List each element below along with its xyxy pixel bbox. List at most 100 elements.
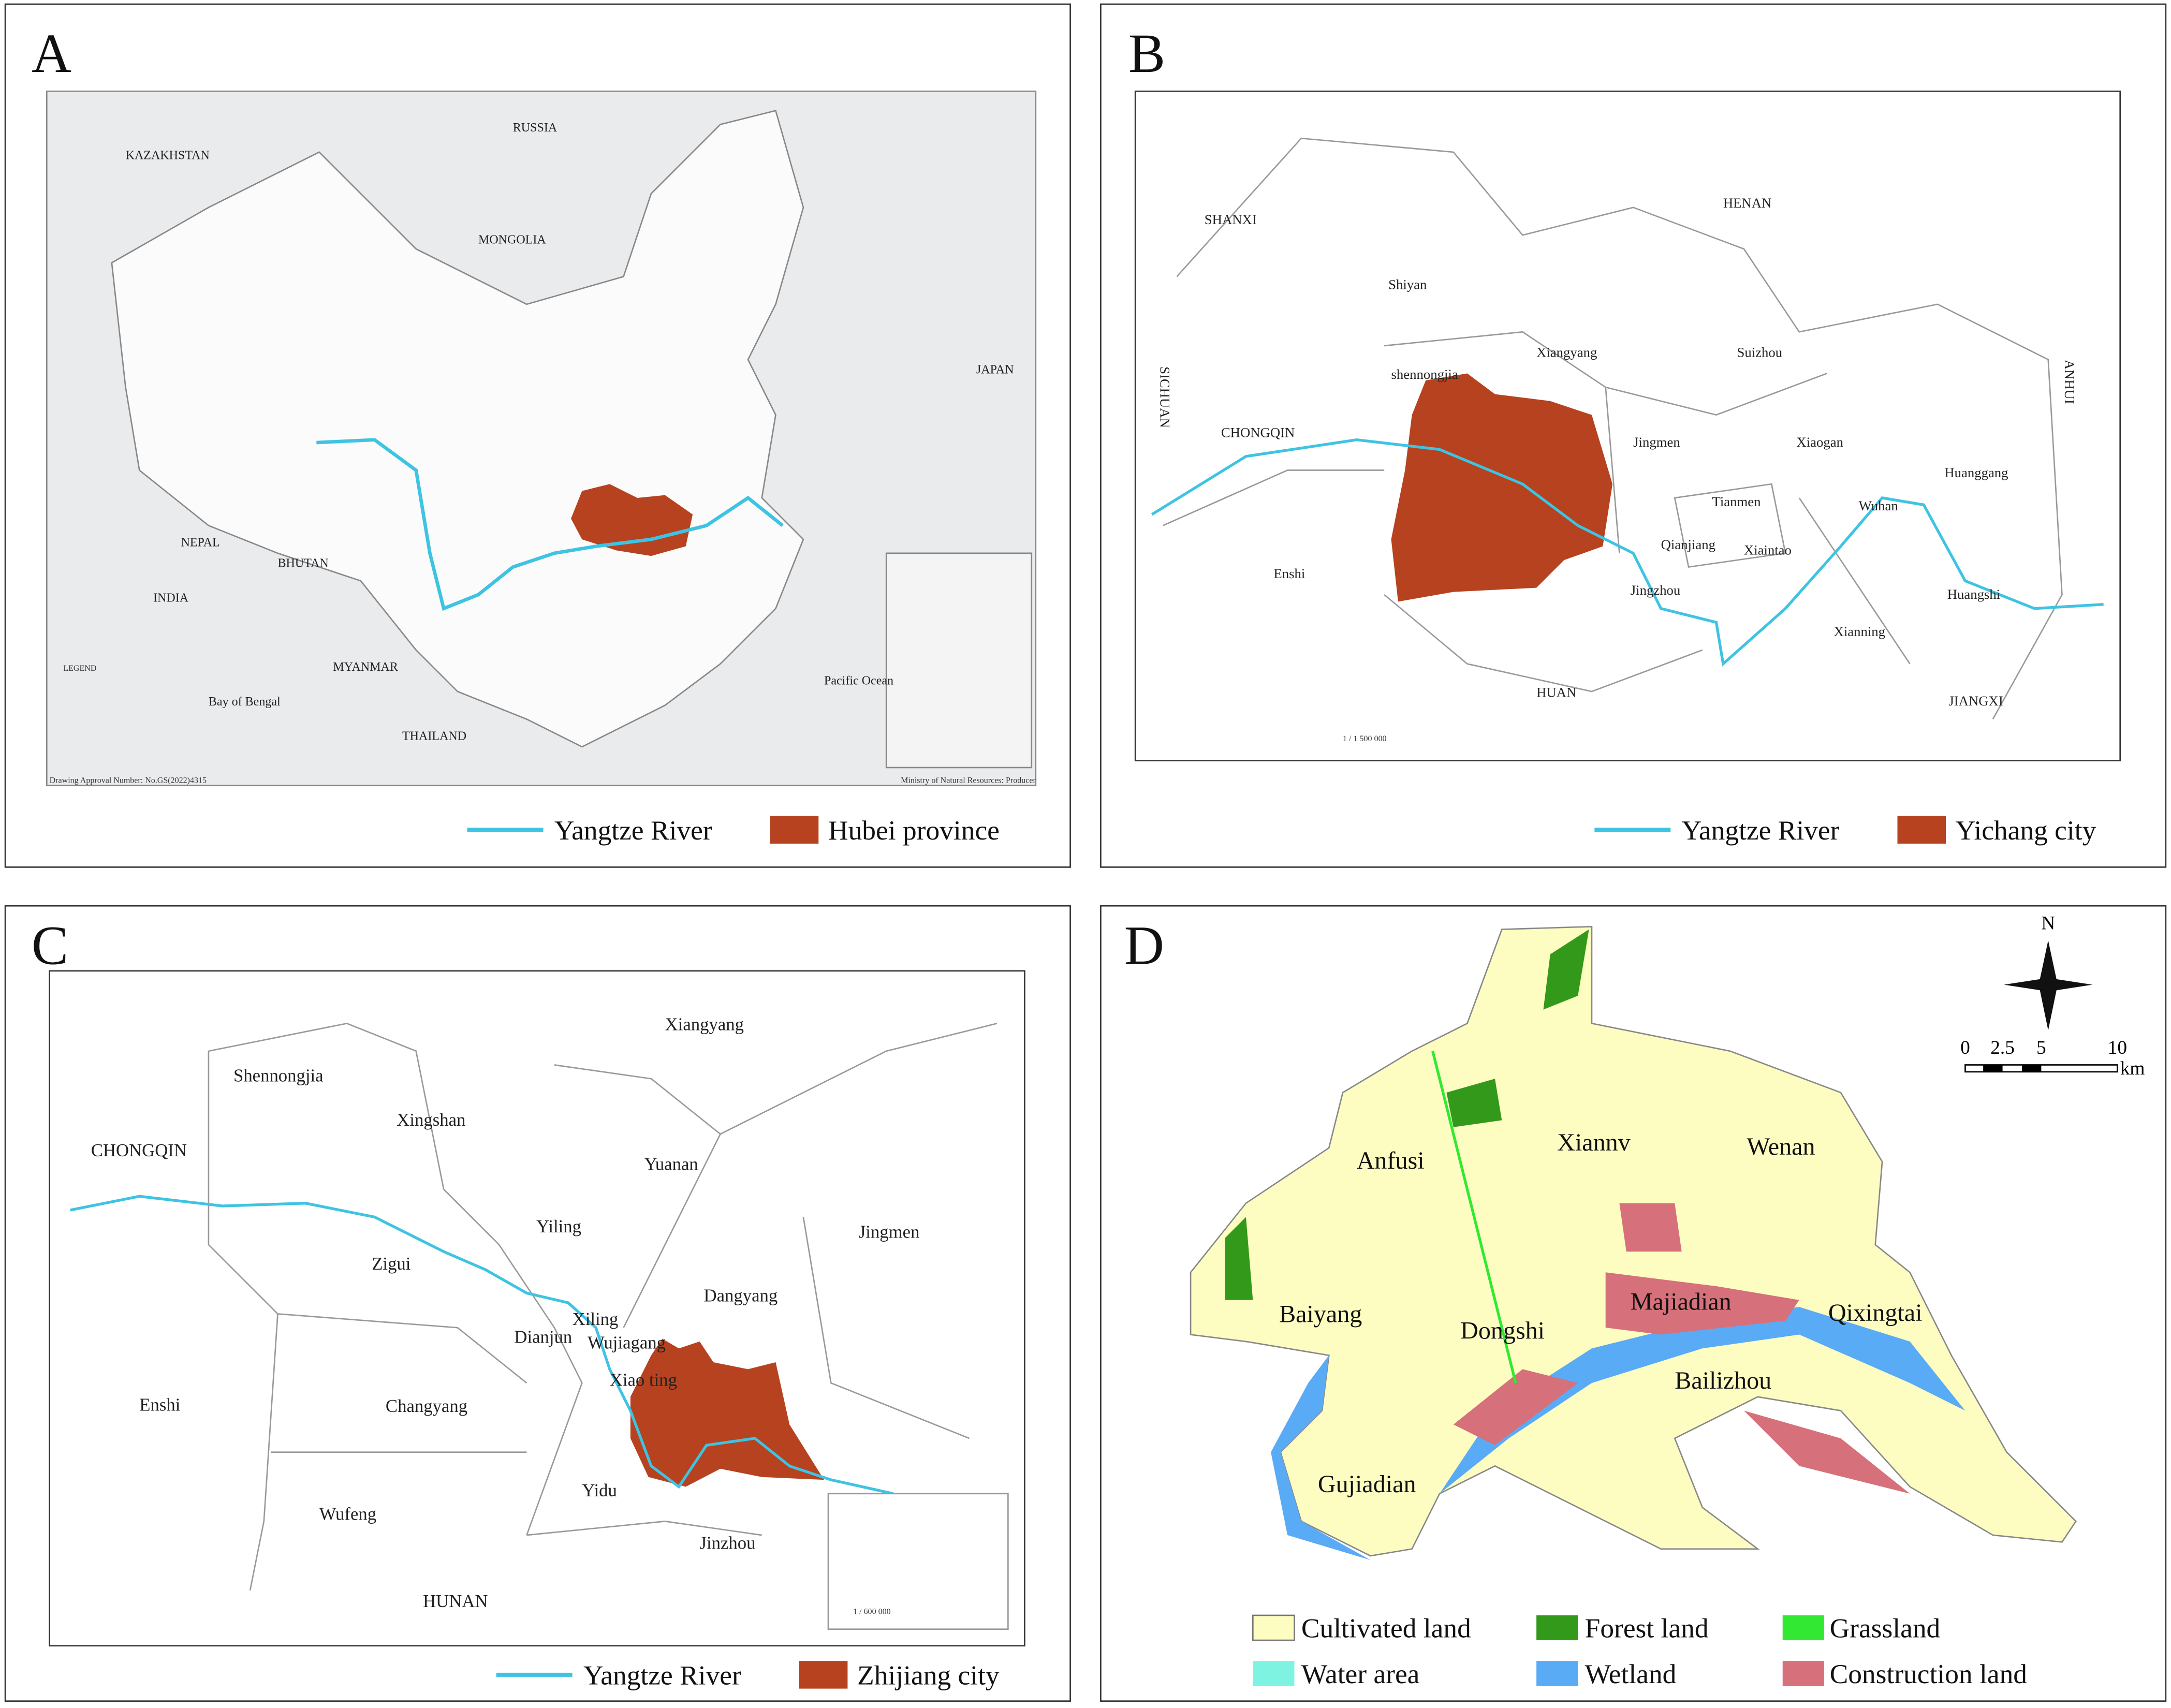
map-label: Shiyan (1388, 276, 1427, 292)
map-label: Wenan (1747, 1133, 1815, 1160)
map-label: Bay of Bengal (209, 695, 281, 709)
legend-swatch (1782, 1661, 1824, 1686)
panel-b: SHANXI HENAN SICHUAN ANHUI Shiyan Xiangy… (1100, 3, 2167, 868)
north-label: N (2041, 913, 2055, 934)
panel-a: RUSSIA KAZAKHSTAN MONGOLIA INDIA NEPAL B… (4, 3, 1071, 868)
map-label: Bailizhou (1675, 1367, 1771, 1394)
map-label: Anfusi (1357, 1147, 1425, 1174)
panel-letter: A (32, 23, 71, 84)
legend-swatch (1536, 1661, 1578, 1686)
map-label: Suizhou (1737, 344, 1783, 360)
legend-label: Cultivated land (1301, 1613, 1471, 1644)
map-label: Yuanan (644, 1154, 698, 1174)
legend-label: Yangtze River (1682, 815, 1840, 846)
map-label: HENAN (1723, 195, 1772, 211)
map-label: INDIA (153, 591, 189, 605)
inset (885, 552, 1033, 769)
map-label: Enshi (139, 1395, 180, 1415)
scale-tick: 10 (2108, 1037, 2127, 1058)
map-frame (1134, 91, 2121, 761)
map-label: Dianjun (514, 1327, 572, 1347)
map-label: HUAN (1536, 685, 1576, 700)
map-label: Majiadian (1631, 1288, 1732, 1315)
map-label: SHANXI (1205, 212, 1257, 227)
map-label: Xiling (573, 1309, 619, 1329)
zhijiang-shape (630, 1338, 824, 1487)
legend-swatch (799, 1661, 848, 1689)
scale-bar (1983, 1065, 2003, 1072)
legend-swatch (1536, 1615, 1578, 1641)
wetland (1271, 1355, 1371, 1560)
map-label: Xiannv (1557, 1129, 1631, 1156)
map-label: Xiangyang (1536, 344, 1597, 360)
map-label: Wufeng (319, 1504, 376, 1524)
map-label: ANHUI (2062, 360, 2077, 404)
legend-swatch (770, 816, 819, 844)
panel-letter: D (1124, 915, 1164, 976)
scale-unit: km (2120, 1058, 2145, 1079)
map-label: CHONGQIN (91, 1140, 187, 1160)
map-label: Huanggang (1944, 465, 2008, 480)
map-label: MYANMAR (333, 660, 398, 674)
map-label: Pacific Ocean (824, 674, 893, 688)
panel-border (1100, 3, 2167, 868)
footnote: Ministry of Natural Resources: Producer (901, 776, 1036, 785)
legend-swatch (1782, 1615, 1824, 1641)
compass (2004, 940, 2093, 1030)
map-label: Wujiagang (588, 1332, 666, 1352)
map-label: SICHUAN (1157, 366, 1172, 428)
scale-text: 1 / 600 000 (853, 1607, 891, 1616)
legend-label: Zhijiang city (857, 1660, 1000, 1691)
legend-label: Forest land (1585, 1613, 1709, 1644)
china-outline (111, 110, 804, 748)
legend-swatch (1252, 1614, 1295, 1641)
scale-text: 1 / 1 500 000 (1343, 734, 1387, 743)
map-label: Gujiadian (1318, 1470, 1416, 1498)
scale-tick: 0 (1960, 1037, 1970, 1058)
boundaries (208, 1022, 998, 1591)
map-label: Dangyang (704, 1285, 778, 1305)
map-label: Xiao ting (610, 1370, 677, 1390)
panel-letter: C (32, 915, 68, 976)
map-label: Yiling (536, 1216, 581, 1236)
map-label: THAILAND (402, 730, 466, 743)
map-label: Shennongjia (233, 1066, 324, 1086)
legend-label: Yichang city (1956, 815, 2096, 846)
panel-border (4, 3, 1071, 868)
legend-label: Grassland (1830, 1613, 1941, 1644)
map-label: Jingzhou (1631, 582, 1680, 598)
river (1151, 438, 2104, 667)
map-label: Dongshi (1460, 1317, 1545, 1345)
map-label: Enshi (1273, 566, 1305, 581)
map-label: Qixingtai (1828, 1299, 1923, 1327)
map-label: Huangshi (1947, 586, 2000, 602)
map-label: Xingshan (397, 1110, 465, 1130)
map-label: Xiaintao (1744, 542, 1792, 557)
scale-tick: 5 (2036, 1037, 2046, 1058)
map-label: JAPAN (976, 363, 1014, 376)
panel-d: N 0 2.5 5 10 km Anfusi Xiannv Wenan Baiy… (1100, 905, 2167, 1702)
map-label: Tianmen (1712, 494, 1761, 509)
construction (1453, 1203, 1910, 1494)
panel-border (1100, 905, 2167, 1702)
map-label: NEPAL (181, 536, 219, 549)
map-label: Jingmen (1633, 434, 1680, 450)
legend-label: Yangtze River (554, 815, 712, 846)
map-label: JIANGXI (1948, 693, 2003, 709)
legend-label: Hubei province (828, 815, 1000, 846)
map-label: Jinzhou (699, 1533, 755, 1553)
map-label: MONGOLIA (478, 233, 546, 246)
map-label: Wuhan (1859, 498, 1898, 513)
panel-letter: B (1128, 23, 1165, 84)
map-label: Qianjiang (1661, 537, 1715, 552)
forest (1225, 929, 1589, 1300)
legend-label: Water area (1301, 1658, 1420, 1689)
footnote: Drawing Approval Number: No.GS(2022)4315 (50, 776, 207, 785)
map-label: Zigui (372, 1254, 410, 1274)
map-label: Changyang (386, 1396, 467, 1416)
map-label: KAZAKHSTAN (126, 149, 210, 162)
grassland (1431, 1051, 1517, 1383)
legend-swatch (1253, 1661, 1295, 1686)
